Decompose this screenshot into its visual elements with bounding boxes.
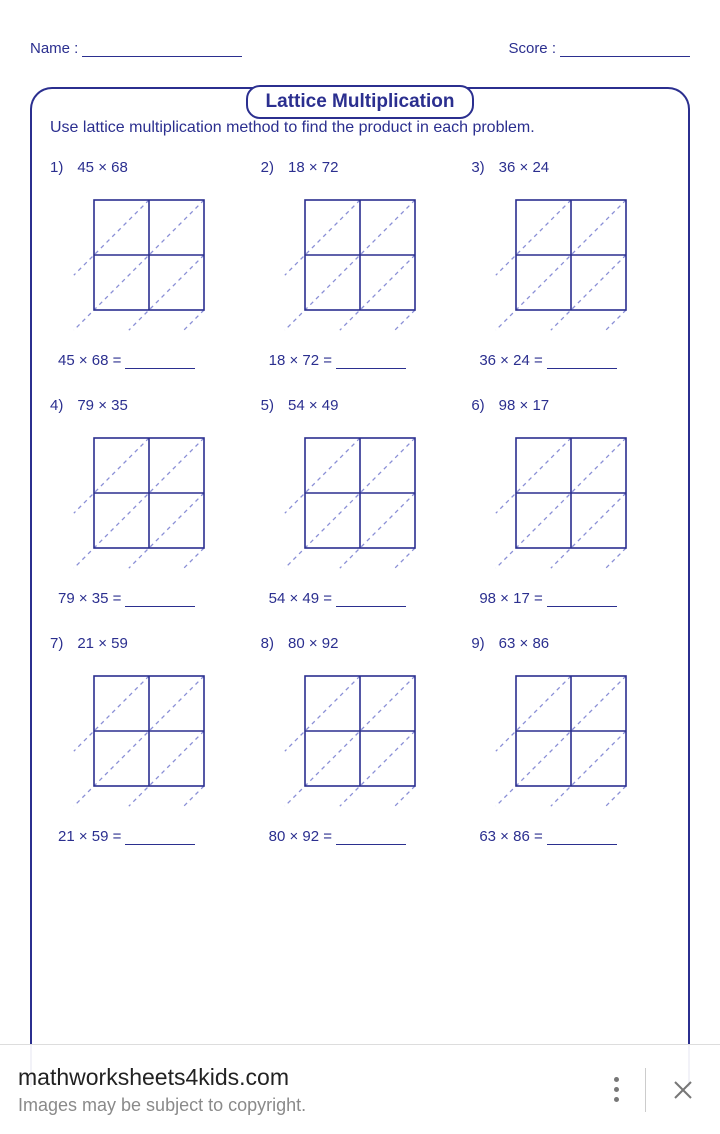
problem-answer-row: 98 × 17 = — [471, 590, 670, 607]
problem-header: 7) 21 × 59 — [50, 635, 249, 652]
instructions-text: Use lattice multiplication method to fin… — [50, 119, 670, 137]
lattice-diagram — [486, 666, 656, 816]
problems-grid: 1) 45 × 68 45 × 68 = 2) 18 × 72 18 × 72 … — [50, 159, 670, 845]
answer-expression: 36 × 24 = — [479, 352, 542, 369]
problem-header: 6) 98 × 17 — [471, 397, 670, 414]
overlay-site-url: mathworksheets4kids.com — [18, 1062, 614, 1093]
lattice-diagram — [275, 428, 445, 578]
header-row: Name : Score : — [30, 40, 690, 57]
answer-expression: 63 × 86 = — [479, 828, 542, 845]
answer-expression: 79 × 35 = — [58, 590, 121, 607]
overlay-separator — [645, 1068, 646, 1112]
name-label: Name : — [30, 40, 78, 57]
problem: 9) 63 × 86 63 × 86 = — [471, 635, 670, 845]
answer-blank-line — [547, 831, 617, 845]
problem-answer-row: 80 × 92 = — [261, 828, 460, 845]
problem: 6) 98 × 17 98 × 17 = — [471, 397, 670, 607]
score-label: Score : — [508, 40, 556, 57]
problem-answer-row: 36 × 24 = — [471, 352, 670, 369]
answer-blank-line — [336, 355, 406, 369]
problem-answer-row: 45 × 68 = — [50, 352, 249, 369]
lattice-diagram — [64, 428, 234, 578]
image-search-overlay: mathworksheets4kids.com Images may be su… — [0, 1044, 720, 1134]
problem-header: 1) 45 × 68 — [50, 159, 249, 176]
problem-answer-row: 18 × 72 = — [261, 352, 460, 369]
answer-blank-line — [336, 831, 406, 845]
problem-number: 2) — [261, 159, 274, 176]
lattice-diagram — [486, 428, 656, 578]
problem-number: 7) — [50, 635, 63, 652]
problem-header: 5) 54 × 49 — [261, 397, 460, 414]
problem-expression: 63 × 86 — [499, 635, 549, 652]
answer-blank-line — [547, 355, 617, 369]
score-blank-line — [560, 41, 690, 57]
problem-header: 8) 80 × 92 — [261, 635, 460, 652]
problem-header: 4) 79 × 35 — [50, 397, 249, 414]
answer-blank-line — [125, 593, 195, 607]
problem: 8) 80 × 92 80 × 92 = — [261, 635, 460, 845]
answer-expression: 98 × 17 = — [479, 590, 542, 607]
problem-answer-row: 54 × 49 = — [261, 590, 460, 607]
name-field: Name : — [30, 40, 242, 57]
problem: 5) 54 × 49 54 × 49 = — [261, 397, 460, 607]
lattice-diagram — [64, 666, 234, 816]
lattice-diagram — [275, 666, 445, 816]
answer-expression: 54 × 49 = — [269, 590, 332, 607]
problem-expression: 54 × 49 — [288, 397, 338, 414]
problem: 7) 21 × 59 21 × 59 = — [50, 635, 249, 845]
score-field: Score : — [508, 40, 690, 57]
problem-header: 9) 63 × 86 — [471, 635, 670, 652]
worksheet-page: Name : Score : Lattice Multiplication Us… — [0, 0, 720, 1087]
lattice-diagram — [64, 190, 234, 340]
problem: 4) 79 × 35 79 × 35 = — [50, 397, 249, 607]
problem-number: 8) — [261, 635, 274, 652]
answer-blank-line — [547, 593, 617, 607]
problem-header: 2) 18 × 72 — [261, 159, 460, 176]
lattice-diagram — [486, 190, 656, 340]
title-wrap: Lattice Multiplication — [30, 85, 690, 105]
problem-header: 3) 36 × 24 — [471, 159, 670, 176]
problem-number: 6) — [471, 397, 484, 414]
problem-number: 9) — [471, 635, 484, 652]
problem-answer-row: 63 × 86 = — [471, 828, 670, 845]
answer-expression: 21 × 59 = — [58, 828, 121, 845]
problem-expression: 36 × 24 — [499, 159, 549, 176]
problem-number: 1) — [50, 159, 63, 176]
problem-number: 4) — [50, 397, 63, 414]
problem-expression: 80 × 92 — [288, 635, 338, 652]
answer-expression: 45 × 68 = — [58, 352, 121, 369]
problem-number: 5) — [261, 397, 274, 414]
name-blank-line — [82, 41, 242, 57]
problem-answer-row: 79 × 35 = — [50, 590, 249, 607]
answer-blank-line — [125, 355, 195, 369]
more-icon[interactable] — [614, 1077, 619, 1102]
answer-expression: 18 × 72 = — [269, 352, 332, 369]
overlay-copyright-text: Images may be subject to copyright. — [18, 1093, 614, 1117]
problem-expression: 45 × 68 — [77, 159, 127, 176]
content-frame: Use lattice multiplication method to fin… — [30, 87, 690, 1087]
problem-answer-row: 21 × 59 = — [50, 828, 249, 845]
lattice-diagram — [275, 190, 445, 340]
problem-expression: 21 × 59 — [77, 635, 127, 652]
close-icon[interactable] — [672, 1079, 694, 1101]
answer-expression: 80 × 92 = — [269, 828, 332, 845]
overlay-actions — [614, 1068, 702, 1112]
worksheet-title: Lattice Multiplication — [246, 85, 475, 119]
problem-expression: 18 × 72 — [288, 159, 338, 176]
problem-expression: 98 × 17 — [499, 397, 549, 414]
problem-number: 3) — [471, 159, 484, 176]
problem: 3) 36 × 24 36 × 24 = — [471, 159, 670, 369]
problem: 1) 45 × 68 45 × 68 = — [50, 159, 249, 369]
problem: 2) 18 × 72 18 × 72 = — [261, 159, 460, 369]
overlay-text-block: mathworksheets4kids.com Images may be su… — [18, 1062, 614, 1117]
answer-blank-line — [336, 593, 406, 607]
answer-blank-line — [125, 831, 195, 845]
problem-expression: 79 × 35 — [77, 397, 127, 414]
